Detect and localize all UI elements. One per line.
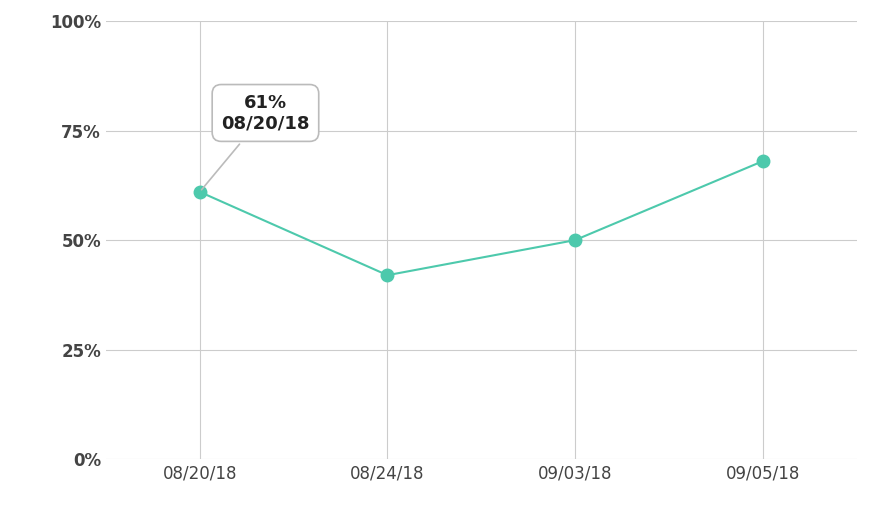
Point [381, 271, 395, 279]
Point [568, 236, 582, 244]
Point [192, 188, 207, 196]
Point [756, 157, 770, 165]
Text: 61%
08/20/18: 61% 08/20/18 [201, 93, 310, 190]
